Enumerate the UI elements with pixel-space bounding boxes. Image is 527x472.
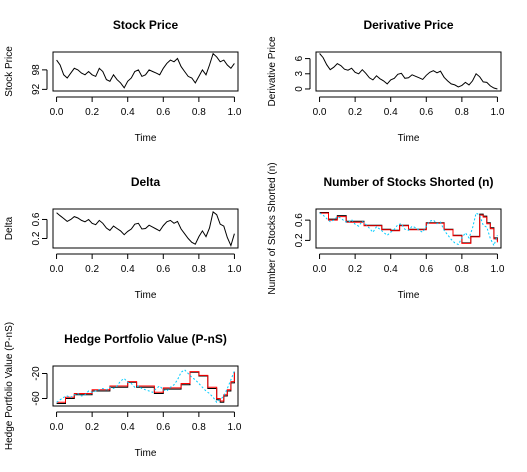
x-tick-label: 0.8: [192, 264, 206, 275]
series-line-1: [56, 211, 235, 248]
x-tick-label: 0.4: [121, 264, 135, 275]
x-tick-label: 1.0: [227, 264, 241, 275]
y-axis-label: Derivative Price: [267, 36, 278, 106]
series-line-3: [319, 212, 498, 247]
x-tick-label: 0.8: [192, 107, 206, 118]
chart-title: Hedge Portfolio Value (P-nS): [64, 332, 227, 346]
y-tick-label: 92: [31, 83, 42, 95]
series-line-2: [319, 212, 498, 244]
x-axis-label: Time: [135, 290, 157, 301]
x-tick-label: 0.0: [313, 264, 327, 275]
x-tick-label: 0.6: [156, 107, 170, 118]
plot-frame: [52, 51, 239, 92]
x-tick-label: 0.0: [50, 107, 64, 118]
y-tick-label: 3: [294, 71, 305, 77]
y-axis-label: Delta: [4, 216, 15, 240]
x-tick-label: 1.0: [227, 422, 241, 433]
panel-derivative-price: Derivative Price 0.0 0.2 0.4 0.6 0.8 1.0 Time 0 3…: [267, 18, 505, 144]
x-tick-label: 0.6: [156, 422, 170, 433]
plot-frame: [52, 365, 239, 407]
series-line-1: [319, 53, 498, 90]
panel-number-of-stocks-shorted-n: Number of Stocks Shorted (n) 0.0 0.2 0.4 0.6…: [267, 162, 505, 301]
x-tick-label: 0.2: [85, 264, 99, 275]
chart-title: Stock Price: [113, 18, 179, 32]
x-tick-label: 0.0: [50, 264, 64, 275]
series-line-3: [56, 369, 235, 403]
y-tick-label: -60: [31, 391, 42, 406]
chart-title: Derivative Price: [363, 18, 453, 32]
x-tick-label: 0.2: [85, 107, 99, 118]
x-tick-label: 1.0: [227, 107, 241, 118]
x-tick-label: 1.0: [490, 264, 504, 275]
x-tick-label: 0.2: [348, 107, 362, 118]
chart-title: Delta: [131, 175, 161, 189]
y-tick-label: 0.6: [31, 212, 42, 226]
x-tick-label: 1.0: [490, 107, 504, 118]
x-tick-label: 0.8: [192, 422, 206, 433]
x-tick-label: 0.8: [455, 107, 469, 118]
x-axis-label: Time: [398, 290, 420, 301]
x-axis-label: Time: [135, 448, 157, 459]
x-axis-label: Time: [135, 133, 157, 144]
x-tick-label: 0.2: [85, 422, 99, 433]
x-tick-label: 0.4: [121, 107, 135, 118]
series-line-2: [56, 371, 235, 403]
plot-frame: [315, 51, 502, 92]
x-axis-label: Time: [398, 133, 420, 144]
panel-delta: Delta 0.0 0.2 0.4 0.6 0.8 1.0 Time 0.2 0.6 Delta: [4, 175, 242, 301]
y-tick-label: 0: [294, 86, 305, 92]
panel-stock-price: Stock Price 0.0 0.2 0.4 0.6 0.8 1.0 Time 92 98 Sto…: [4, 18, 242, 144]
plot-frame: [315, 208, 502, 249]
y-tick-label: 0.2: [31, 231, 42, 245]
plot-frame: [52, 208, 239, 249]
y-tick-label: -20: [31, 366, 42, 381]
series-line-1: [56, 52, 235, 89]
x-tick-label: 0.2: [348, 264, 362, 275]
x-tick-label: 0.6: [419, 107, 433, 118]
x-tick-label: 0.4: [384, 264, 398, 275]
panel-hedge-portfolio-value-p-ns: Hedge Portfolio Value (P-nS) 0.0 0.2 0.4 0.6…: [4, 322, 242, 459]
x-tick-label: 0.4: [121, 422, 135, 433]
x-tick-label: 0.0: [313, 107, 327, 118]
y-axis-label: Hedge Portfolio Value (P-nS): [4, 322, 15, 450]
x-tick-label: 0.4: [384, 107, 398, 118]
y-tick-label: 98: [31, 64, 42, 76]
y-axis-label: Stock Price: [4, 46, 15, 97]
y-tick-label: 0.2: [294, 233, 305, 247]
y-axis-label: Number of Stocks Shorted (n): [267, 162, 278, 294]
x-tick-label: 0.0: [50, 422, 64, 433]
x-tick-label: 0.8: [455, 264, 469, 275]
chart-title: Number of Stocks Shorted (n): [323, 175, 493, 189]
x-tick-label: 0.6: [156, 264, 170, 275]
y-tick-label: 6: [294, 55, 305, 61]
y-tick-label: 0.6: [294, 213, 305, 227]
x-tick-label: 0.6: [419, 264, 433, 275]
